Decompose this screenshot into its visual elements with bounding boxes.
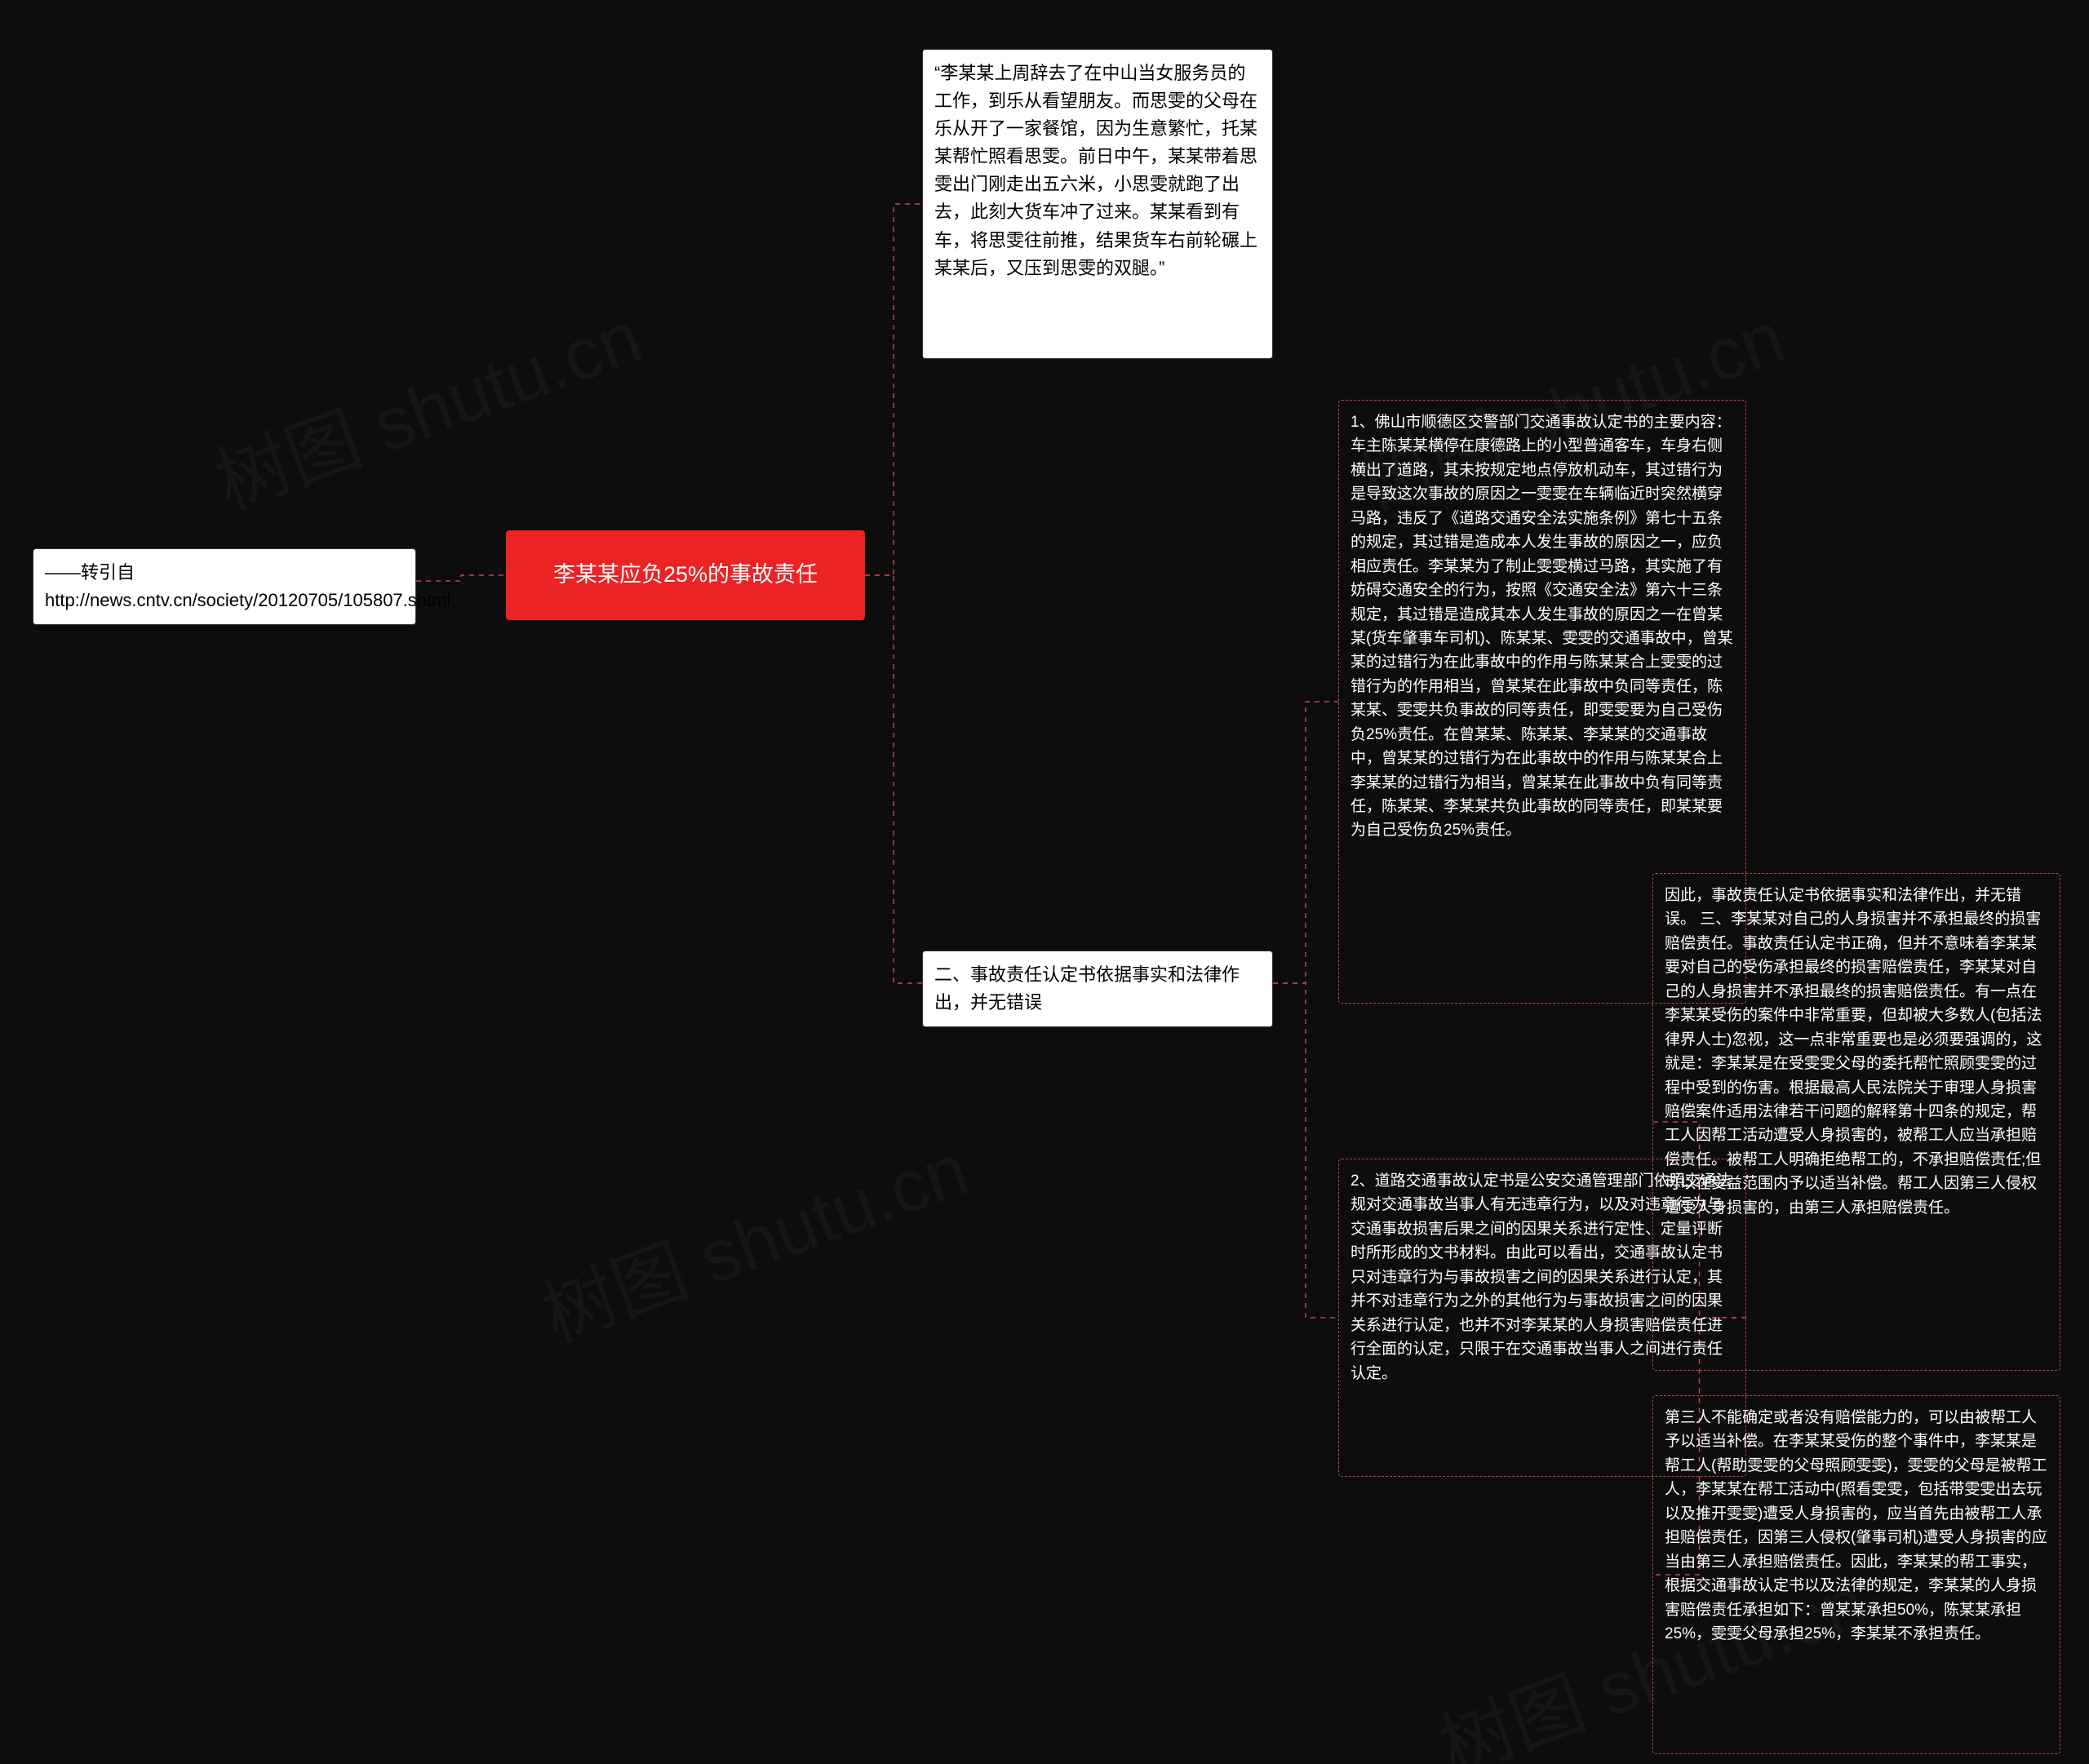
edge-source-root: [416, 575, 506, 581]
node-story: “李某某上周辞去了在中山当女服务员的工作，到乐从看望朋友。而思雯的父母在乐从开了…: [922, 49, 1273, 359]
edge-root-section2: [865, 575, 922, 983]
watermark: 树图 shutu.cn: [199, 278, 654, 530]
node-para4: 第三人不能确定或者没有赔偿能力的，可以由被帮工人予以适当补偿。在李某某受伤的整个…: [1652, 1395, 2060, 1754]
node-root: 李某某应负25%的事故责任: [506, 530, 865, 620]
edge-root-story: [865, 204, 922, 575]
node-section2: 二、事故责任认定书依据事实和法律作出，并无错误: [922, 951, 1273, 1027]
watermark: 树图 shutu.cn: [526, 1110, 980, 1363]
node-source: ——转引自http://news.cntv.cn/society/2012070…: [33, 548, 416, 625]
mindmap-canvas: 树图 shutu.cn树图 shutu.cn树图 shutu.cn树图 shut…: [0, 0, 2089, 1764]
node-para3: 因此，事故责任认定书依据事实和法律作出，并无错误。 三、李某某对自己的人身损害并…: [1652, 873, 2060, 1371]
edge-section2-para2: [1273, 983, 1338, 1318]
edge-section2-para1: [1273, 702, 1338, 983]
